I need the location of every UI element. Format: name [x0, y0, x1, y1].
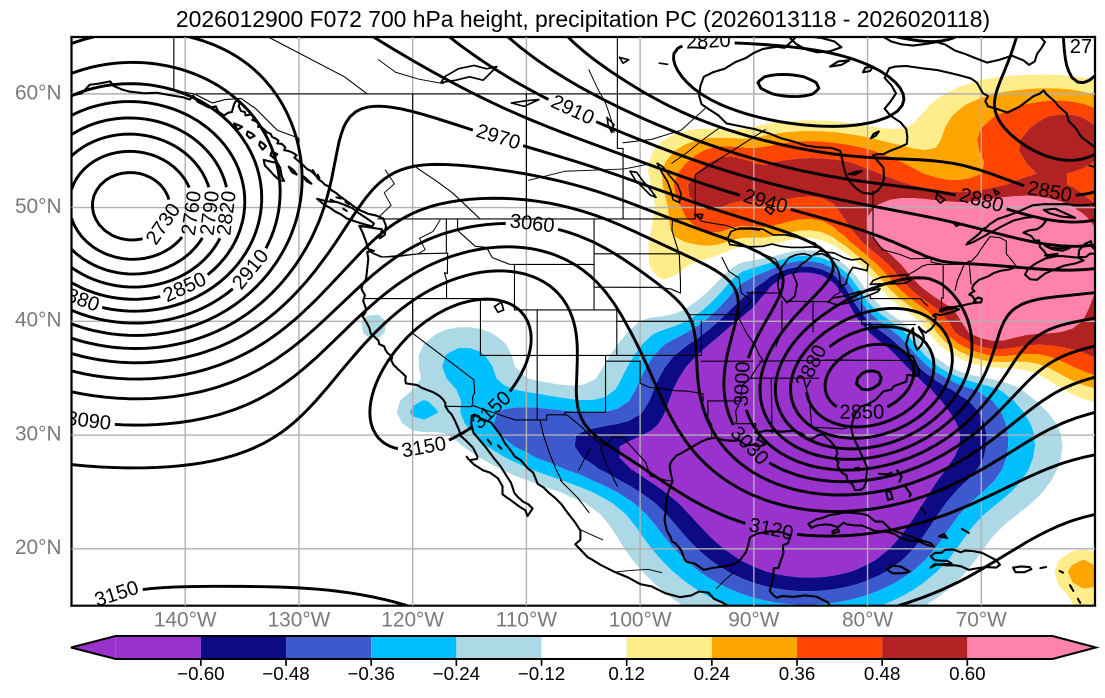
- svg-text:2026012900 F072 700 hPa height: 2026012900 F072 700 hPa height, precipit…: [176, 6, 990, 32]
- svg-text:40°N: 40°N: [15, 309, 62, 332]
- svg-text:140°W: 140°W: [154, 609, 217, 632]
- svg-text:120°W: 120°W: [381, 609, 444, 632]
- svg-text:3000: 3000: [731, 361, 755, 407]
- svg-text:2820: 2820: [685, 30, 731, 54]
- svg-text:2850: 2850: [839, 401, 884, 423]
- svg-text:0.36: 0.36: [779, 663, 816, 684]
- svg-text:3060: 3060: [509, 210, 556, 237]
- svg-text:30°N: 30°N: [15, 422, 62, 445]
- svg-text:90°W: 90°W: [728, 609, 779, 632]
- svg-text:−0.48: −0.48: [262, 663, 309, 684]
- svg-text:−0.60: −0.60: [177, 663, 224, 684]
- svg-text:0.60: 0.60: [949, 663, 986, 684]
- svg-text:27: 27: [1070, 36, 1092, 58]
- svg-text:110°W: 110°W: [496, 609, 558, 632]
- svg-text:0.24: 0.24: [694, 663, 731, 684]
- svg-text:−0.12: −0.12: [518, 663, 565, 684]
- svg-text:20°N: 20°N: [15, 536, 62, 559]
- svg-text:100°W: 100°W: [609, 609, 672, 632]
- svg-text:0.12: 0.12: [608, 663, 645, 684]
- svg-text:−0.36: −0.36: [347, 663, 394, 684]
- svg-text:130°W: 130°W: [268, 609, 331, 632]
- svg-text:−0.24: −0.24: [433, 663, 480, 684]
- svg-text:80°W: 80°W: [842, 609, 893, 632]
- svg-text:3090: 3090: [65, 408, 112, 435]
- svg-text:50°N: 50°N: [15, 195, 62, 218]
- svg-text:0.48: 0.48: [864, 663, 900, 684]
- svg-text:60°N: 60°N: [15, 81, 62, 104]
- svg-text:70°W: 70°W: [956, 609, 1007, 632]
